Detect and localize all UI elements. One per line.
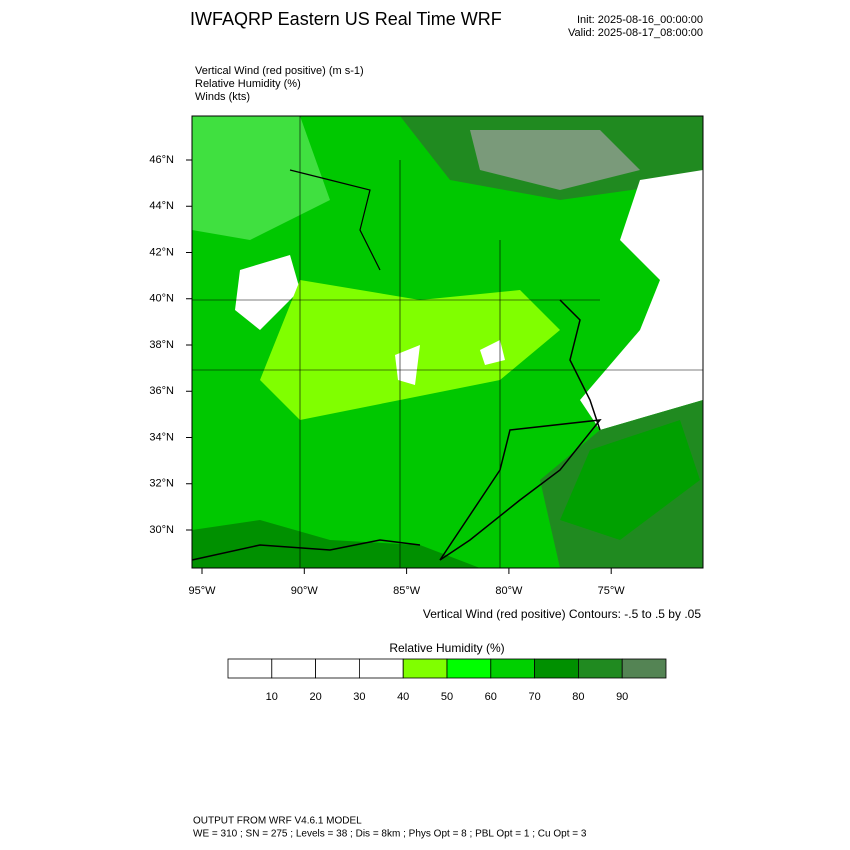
- lat-label: 32°N: [149, 478, 174, 490]
- lat-label: 42°N: [149, 246, 174, 258]
- humidity-region: [192, 520, 480, 568]
- colorbar-label: 40: [397, 691, 409, 703]
- field-label: Winds (kts): [195, 91, 250, 103]
- field-label: Vertical Wind (red positive) (m s-1): [195, 65, 364, 77]
- lon-label: 85°W: [393, 585, 421, 597]
- lake-shore: [289, 169, 381, 271]
- colorbar-box: [446, 658, 492, 679]
- colorbar-label: 50: [441, 691, 453, 703]
- lon-label: 95°W: [188, 585, 216, 597]
- colorbar-box: [402, 658, 448, 679]
- humidity-region: [480, 340, 505, 365]
- humidity-region: [235, 255, 300, 330]
- colorbar-box: [534, 658, 579, 679]
- colorbar-label: 20: [309, 691, 321, 703]
- colorbar-title: Relative Humidity (%): [389, 641, 504, 655]
- humidity-region: [560, 420, 700, 540]
- valid-time: Valid: 2025-08-17_08:00:00: [568, 27, 703, 39]
- lat-label: 30°N: [149, 524, 174, 536]
- lat-label: 44°N: [149, 200, 174, 212]
- field-label: Relative Humidity (%): [195, 78, 301, 90]
- humidity-region: [470, 130, 640, 190]
- lon-label: 75°W: [598, 585, 626, 597]
- lon-label: 80°W: [495, 585, 523, 597]
- map-frame: [191, 115, 704, 569]
- humidity-region: [580, 170, 703, 430]
- coastline: [191, 539, 421, 561]
- lon-label: 90°W: [291, 585, 319, 597]
- colorbar-label: 10: [266, 691, 278, 703]
- colorbar-box: [358, 658, 404, 679]
- colorbar-box: [621, 658, 667, 679]
- colorbar-label: 80: [572, 691, 584, 703]
- colorbar-box: [271, 658, 316, 679]
- lat-label: 46°N: [149, 154, 174, 166]
- lat-label: 40°N: [149, 293, 174, 305]
- contour-note: Vertical Wind (red positive) Contours: -…: [423, 607, 701, 621]
- state-border: [192, 116, 703, 568]
- title: IWFAQRP Eastern US Real Time WRF: [190, 9, 502, 29]
- colorbar-box: [315, 658, 360, 679]
- colorbar-box: [578, 658, 623, 679]
- lat-label: 38°N: [149, 339, 174, 351]
- colorbar-box: [227, 658, 273, 679]
- colorbar-label: 30: [353, 691, 365, 703]
- lat-label: 36°N: [149, 385, 174, 397]
- colorbar-label: 70: [528, 691, 540, 703]
- coastline: [439, 419, 602, 561]
- map: [191, 115, 704, 569]
- humidity-region: [395, 345, 420, 385]
- lat-label: 34°N: [149, 431, 174, 443]
- colorbar-box: [490, 658, 535, 679]
- footer-line: WE = 310 ; SN = 275 ; Levels = 38 ; Dis …: [193, 829, 587, 840]
- footer-line: OUTPUT FROM WRF V4.6.1 MODEL: [193, 816, 362, 827]
- colorbar-label: 60: [485, 691, 497, 703]
- colorbar-label: 90: [616, 691, 628, 703]
- init-time: Init: 2025-08-16_00:00:00: [577, 14, 703, 26]
- coastline: [559, 299, 601, 431]
- humidity-region: [192, 116, 330, 240]
